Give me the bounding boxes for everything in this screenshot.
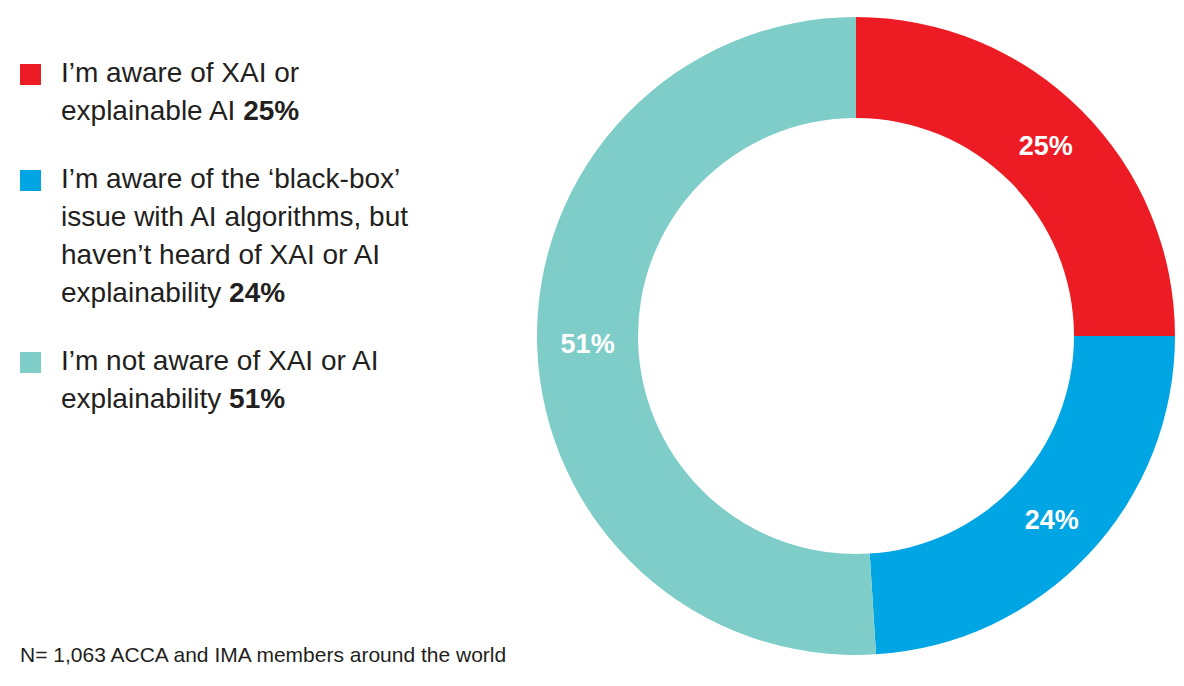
svg-text:51%: 51% bbox=[561, 329, 615, 359]
html-text:I’m aware of the ‘black-box’ i: I’m aware of the ‘black-box’ issue with … bbox=[61, 163, 408, 308]
svg-text:24%: 24% bbox=[1025, 505, 1079, 535]
html-text:I’m aware of XAI or explainabl: I’m aware of XAI or explainable AI 25% bbox=[61, 57, 300, 126]
svg-text:25%: 25% bbox=[1019, 131, 1073, 161]
html-text:I’m not aware of XAI or AI exp: I’m not aware of XAI or AI explainabilit… bbox=[61, 345, 379, 414]
html-text:N= 1,063 ACCA and IMA members: N= 1,063 ACCA and IMA members around the… bbox=[20, 643, 507, 666]
